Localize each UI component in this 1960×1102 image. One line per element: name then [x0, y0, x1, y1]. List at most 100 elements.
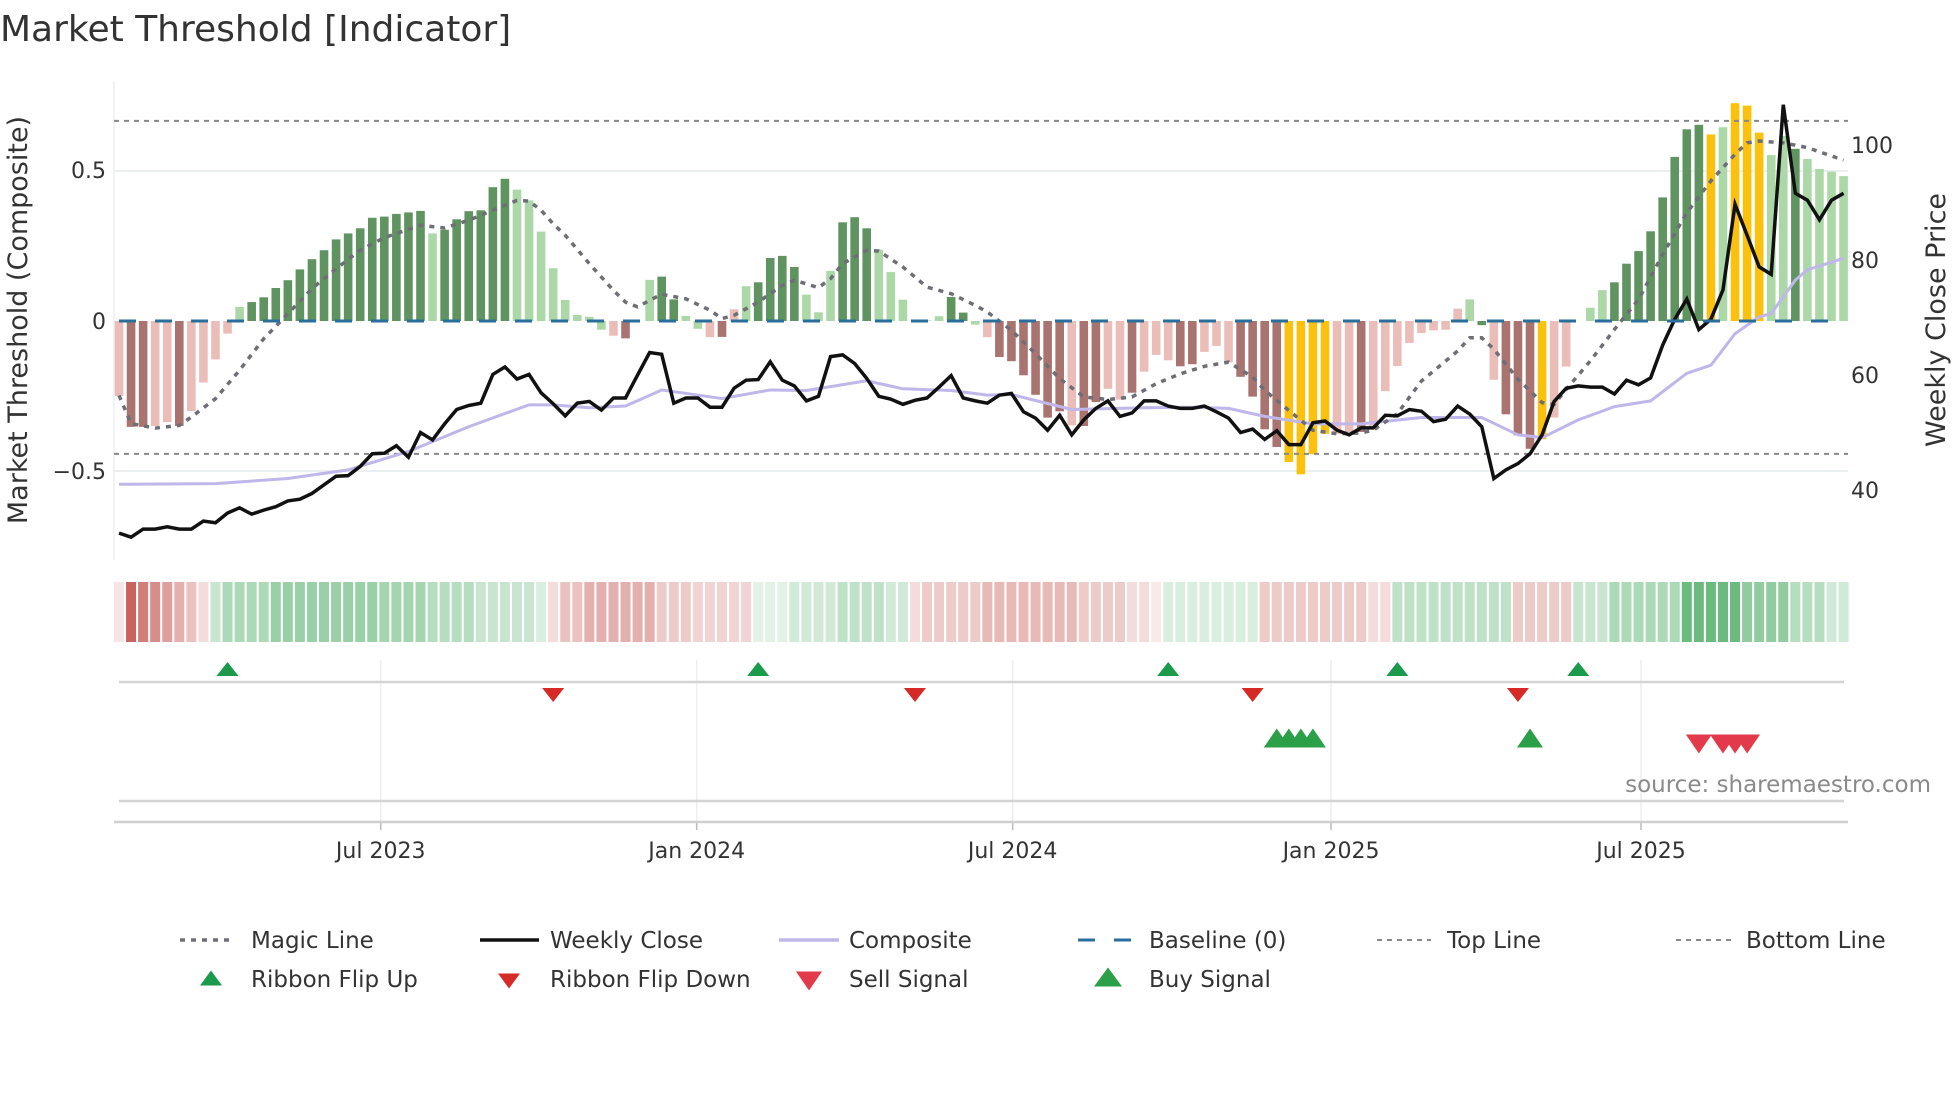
composite-bar [1344, 321, 1354, 432]
composite-bar [1007, 321, 1016, 362]
ribbon-cell [1380, 582, 1391, 642]
ribbon-cell [1259, 582, 1270, 642]
legend-label: Ribbon Flip Up [251, 967, 418, 993]
ribbon-cell [1476, 582, 1487, 642]
ribbon-cell [210, 582, 221, 642]
ribbon-cell [1283, 582, 1294, 642]
ribbon-cell [162, 582, 173, 642]
ribbon-cell [1114, 582, 1125, 642]
ribbon-cell [138, 582, 149, 642]
composite-bar [1151, 321, 1161, 355]
composite-bar [1537, 321, 1547, 440]
composite-bar [452, 219, 461, 321]
composite-bars [114, 103, 1848, 475]
y-tick-label: 0 [92, 310, 106, 335]
composite-bar [1670, 156, 1680, 321]
ribbon-cell [548, 582, 559, 642]
composite-bar [1260, 321, 1269, 430]
ribbon-cell [753, 582, 764, 642]
composite-bar [440, 229, 449, 321]
composite-bar [259, 297, 269, 321]
composite-bar [1417, 321, 1426, 333]
composite-bar [1549, 321, 1559, 418]
composite-bar [1465, 299, 1475, 321]
composite-bar [1067, 321, 1077, 426]
composite-bar [150, 321, 160, 426]
composite-bar [1489, 321, 1499, 380]
ribbon-cell [849, 582, 860, 642]
ribbon-cell [1705, 582, 1716, 642]
ribbon-cell [246, 582, 257, 642]
ribbon-cell [572, 582, 583, 642]
x-tick-label: Jul 2025 [1594, 839, 1686, 864]
ribbon-cell [789, 582, 800, 642]
legend-label: Buy Signal [1149, 967, 1271, 993]
ribbon-cell [1018, 582, 1029, 642]
ribbon-cell [1766, 582, 1777, 642]
ribbon-cell [1356, 582, 1367, 642]
composite-bar [765, 258, 775, 321]
ribbon-cell [198, 582, 209, 642]
ribbon-cell [306, 582, 317, 642]
ribbon-cell [355, 582, 366, 642]
composite-bar [1381, 321, 1390, 392]
ribbon-cell [186, 582, 197, 642]
composite-bar [343, 233, 353, 321]
ribbon-cell [1042, 582, 1053, 642]
composite-bar [934, 316, 944, 321]
ribbon-cell [1790, 582, 1801, 642]
ribbon-cell [946, 582, 957, 642]
composite-bar [1031, 321, 1040, 395]
composite-bar [1754, 132, 1764, 321]
ribbon-cell [1826, 582, 1837, 642]
composite-bar [669, 299, 679, 321]
ribbon-cell [1187, 582, 1198, 642]
chart-title: Market Threshold [Indicator] [0, 9, 511, 50]
ribbon-cell [1199, 582, 1210, 642]
ribbon-cell [704, 582, 715, 642]
ribbon-cell [524, 582, 535, 642]
signal-markers [216, 662, 1761, 754]
ribbon-cell [1090, 582, 1101, 642]
composite-bar [1827, 171, 1836, 321]
ribbon-cell [222, 582, 233, 642]
ribbon-cell [777, 582, 788, 642]
y-right-tick-label: 80 [1851, 249, 1879, 274]
ribbon-cell [934, 582, 945, 642]
ribbon-flip-up-marker [747, 662, 770, 676]
composite-bar [1778, 135, 1788, 321]
composite-bar [946, 297, 956, 321]
composite-bar [295, 269, 305, 321]
y-axis-label: Market Threshold (Composite) [3, 116, 34, 524]
ribbon-cell [1621, 582, 1632, 642]
legend-label: Baseline (0) [1149, 928, 1286, 954]
buy-signal-marker [1517, 728, 1544, 748]
y-right-tick-label: 60 [1851, 364, 1879, 389]
ribbon-cell [801, 582, 812, 642]
composite-bar [548, 268, 558, 321]
ribbon-cell [475, 582, 486, 642]
ribbon-cell [282, 582, 293, 642]
composite-bar [1248, 321, 1257, 397]
ribbon-cell [536, 582, 547, 642]
ribbon-cell [1525, 582, 1536, 642]
composite-bar [741, 286, 751, 321]
tick-labels: 0.5 0 −0.5 100 80 60 40 Jul 2023 Jan 202… [3, 116, 1952, 864]
composite-bar [1091, 321, 1101, 402]
ribbon-cell [379, 582, 390, 642]
y-tick-label: 0.5 [71, 159, 106, 184]
composite-bar [1718, 127, 1728, 321]
ribbon-cell [1693, 582, 1704, 642]
ribbon-cell [1549, 582, 1560, 642]
legend-handle-buy [1094, 967, 1122, 987]
composite-bar [1610, 282, 1619, 321]
ribbon-cell [1223, 582, 1234, 642]
composite-bar [705, 321, 715, 338]
ribbon-cell [1247, 582, 1258, 642]
ribbon-cell [1271, 582, 1282, 642]
ribbon-cell [1452, 582, 1463, 642]
ribbon-cell [1585, 582, 1596, 642]
composite-bar [753, 282, 763, 321]
composite-bar [1441, 321, 1450, 330]
composite-bar [536, 231, 546, 321]
